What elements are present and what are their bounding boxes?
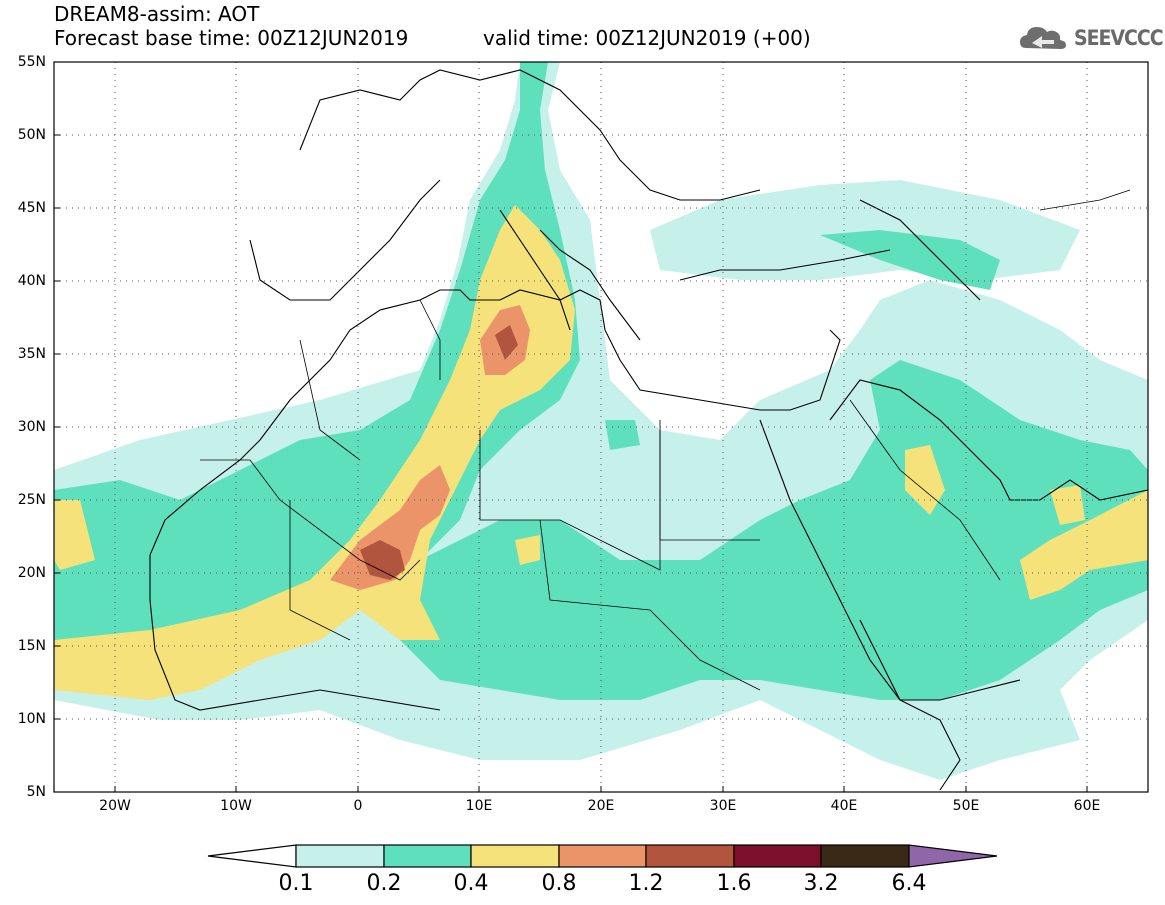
grid xyxy=(54,62,1148,792)
cloud-icon xyxy=(1020,27,1066,49)
lon-label: 60E xyxy=(1073,798,1101,814)
axis-ticks xyxy=(54,61,1088,793)
colorbar-label: 1.6 xyxy=(716,871,752,896)
lat-label: 40N xyxy=(17,273,46,289)
lat-label: 25N xyxy=(17,492,46,508)
lon-label: 20E xyxy=(587,798,615,814)
lat-label: 5N xyxy=(26,784,46,800)
aot-1.2-field xyxy=(360,325,518,580)
lon-label: 0 xyxy=(353,798,363,814)
lat-label: 35N xyxy=(17,346,46,362)
lon-label: 10W xyxy=(220,798,252,814)
colorbar-label: 0.8 xyxy=(541,871,577,896)
lat-label: 20N xyxy=(17,565,46,581)
aot-0.4-field xyxy=(54,205,1148,700)
lat-label: 30N xyxy=(17,419,46,435)
colorbar-label: 0.4 xyxy=(453,871,489,896)
lat-label: 45N xyxy=(17,200,46,216)
lon-label: 50E xyxy=(952,798,980,814)
lat-label: 10N xyxy=(17,711,46,727)
coastlines xyxy=(149,69,1148,791)
lat-label: 50N xyxy=(17,127,46,143)
colorbar-label: 0.2 xyxy=(366,871,402,896)
lat-label: 15N xyxy=(17,638,46,654)
colorbar-label: 3.2 xyxy=(803,871,839,896)
lon-label: 30E xyxy=(709,798,737,814)
logo-text: SEEVCCC xyxy=(1074,26,1164,50)
lon-label: 10E xyxy=(465,798,493,814)
forecast-base-time: Forecast base time: 00Z12JUN2019 xyxy=(54,26,409,50)
lon-label: 40E xyxy=(830,798,858,814)
lon-label: 20W xyxy=(99,798,131,814)
colorbar-label: 6.4 xyxy=(891,871,927,896)
valid-time: valid time: 00Z12JUN2019 (+00) xyxy=(483,26,811,50)
lat-label: 55N xyxy=(17,54,46,70)
colorbar-label: 1.2 xyxy=(628,871,664,896)
country-borders xyxy=(200,189,1131,691)
map-title: DREAM8-assim: AOT xyxy=(54,2,260,26)
colorbar-label: 0.1 xyxy=(278,871,314,896)
